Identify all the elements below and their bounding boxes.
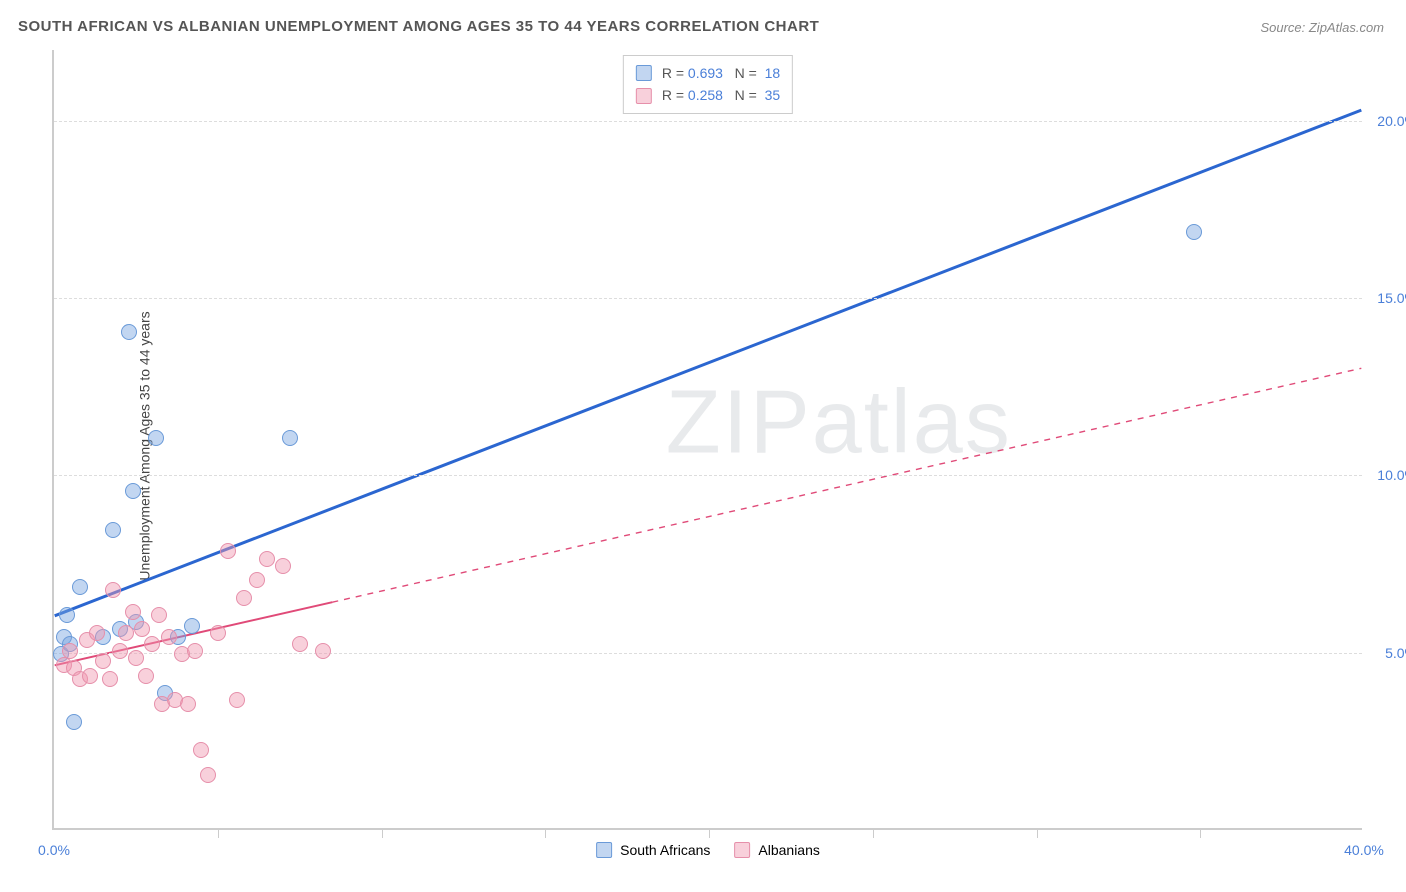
legend-swatch xyxy=(734,842,750,858)
scatter-point xyxy=(259,551,275,567)
gridline xyxy=(54,475,1362,476)
scatter-point xyxy=(187,643,203,659)
gridline xyxy=(54,121,1362,122)
scatter-point xyxy=(275,558,291,574)
source-label: Source: ZipAtlas.com xyxy=(1260,20,1384,35)
plot-area: ZIPatlas 5.0%10.0%15.0%20.0%0.0%40.0%R =… xyxy=(52,50,1362,830)
y-tick-label: 20.0% xyxy=(1377,113,1406,129)
scatter-point xyxy=(112,643,128,659)
y-tick-label: 5.0% xyxy=(1385,645,1406,661)
x-tick-label: 40.0% xyxy=(1344,842,1384,858)
scatter-point xyxy=(229,692,245,708)
scatter-point xyxy=(220,543,236,559)
scatter-point xyxy=(151,607,167,623)
scatter-point xyxy=(66,714,82,730)
scatter-point xyxy=(95,653,111,669)
scatter-point xyxy=(72,579,88,595)
legend-stat-text: R = 0.693 N = 18 xyxy=(662,62,780,84)
scatter-point xyxy=(282,430,298,446)
legend-swatch xyxy=(596,842,612,858)
scatter-point xyxy=(161,629,177,645)
scatter-point xyxy=(102,671,118,687)
watermark: ZIPatlas xyxy=(666,372,1012,475)
trend-lines-layer xyxy=(54,50,1362,828)
scatter-point xyxy=(236,590,252,606)
x-tick-label: 0.0% xyxy=(38,842,70,858)
legend-swatch xyxy=(636,65,652,81)
legend-stats-row: R = 0.693 N = 18 xyxy=(636,62,780,84)
scatter-point xyxy=(184,618,200,634)
legend-item: Albanians xyxy=(734,842,820,858)
scatter-point xyxy=(105,522,121,538)
legend-item: South Africans xyxy=(596,842,710,858)
trend-line-solid xyxy=(55,110,1362,616)
x-tick xyxy=(545,828,546,838)
scatter-point xyxy=(315,643,331,659)
legend-swatch xyxy=(636,88,652,104)
trend-line-dashed xyxy=(332,368,1361,602)
x-tick xyxy=(1200,828,1201,838)
scatter-point xyxy=(1186,224,1202,240)
legend-stats-row: R = 0.258 N = 35 xyxy=(636,84,780,106)
legend-series: South Africans Albanians xyxy=(596,842,820,858)
scatter-point xyxy=(125,604,141,620)
scatter-point xyxy=(138,668,154,684)
x-tick xyxy=(382,828,383,838)
legend-stats: R = 0.693 N = 18R = 0.258 N = 35 xyxy=(623,55,793,114)
chart-title: SOUTH AFRICAN VS ALBANIAN UNEMPLOYMENT A… xyxy=(18,18,819,35)
scatter-point xyxy=(180,696,196,712)
scatter-point xyxy=(125,483,141,499)
scatter-point xyxy=(59,607,75,623)
scatter-point xyxy=(144,636,160,652)
scatter-point xyxy=(121,324,137,340)
legend-label: South Africans xyxy=(620,842,710,858)
scatter-point xyxy=(193,742,209,758)
scatter-point xyxy=(89,625,105,641)
scatter-point xyxy=(210,625,226,641)
x-tick xyxy=(709,828,710,838)
chart-container: SOUTH AFRICAN VS ALBANIAN UNEMPLOYMENT A… xyxy=(0,0,1406,892)
scatter-point xyxy=(200,767,216,783)
scatter-point xyxy=(249,572,265,588)
scatter-point xyxy=(62,643,78,659)
scatter-point xyxy=(128,650,144,666)
y-tick-label: 10.0% xyxy=(1377,467,1406,483)
x-tick xyxy=(218,828,219,838)
x-tick xyxy=(873,828,874,838)
gridline xyxy=(54,298,1362,299)
scatter-point xyxy=(82,668,98,684)
scatter-point xyxy=(292,636,308,652)
x-tick xyxy=(1037,828,1038,838)
scatter-point xyxy=(105,582,121,598)
legend-label: Albanians xyxy=(758,842,820,858)
scatter-point xyxy=(148,430,164,446)
y-tick-label: 15.0% xyxy=(1377,290,1406,306)
scatter-point xyxy=(134,621,150,637)
scatter-point xyxy=(118,625,134,641)
legend-stat-text: R = 0.258 N = 35 xyxy=(662,84,780,106)
gridline xyxy=(54,653,1362,654)
